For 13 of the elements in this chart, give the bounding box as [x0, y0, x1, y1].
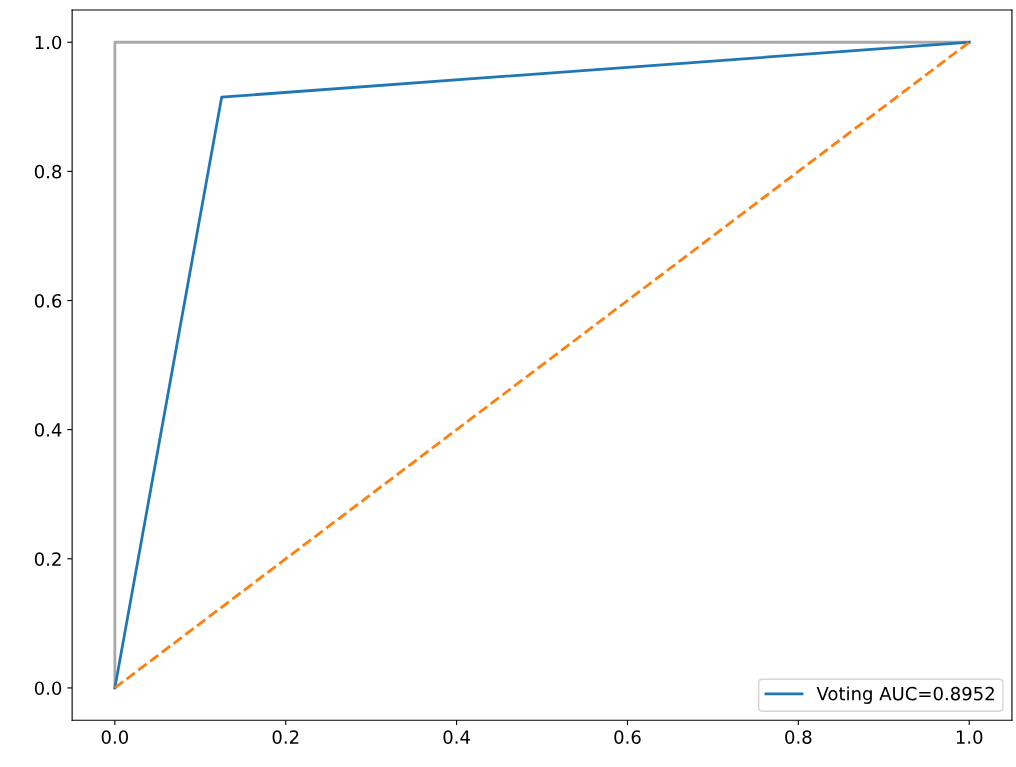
x-tick-label: 0.6	[614, 730, 641, 744]
x-tick-label: 0.8	[785, 730, 812, 744]
x-tick-label: 1.0	[956, 730, 983, 744]
x-tick-label: 0.4	[443, 730, 470, 744]
x-tick-label: 0.0	[101, 730, 129, 744]
y-tick-label: 1.0	[35, 35, 62, 50]
y-tick-label: 0.8	[34, 164, 62, 179]
y-tick-label: 0.2	[34, 552, 61, 566]
y-tick-label: 0.4	[34, 423, 62, 437]
legend-label: Voting AUC=0.8952	[816, 686, 994, 704]
x-tick-label: 0.2	[272, 730, 299, 744]
y-tick-label: 0.0	[34, 681, 62, 696]
y-tick-label: 0.6	[34, 293, 62, 308]
